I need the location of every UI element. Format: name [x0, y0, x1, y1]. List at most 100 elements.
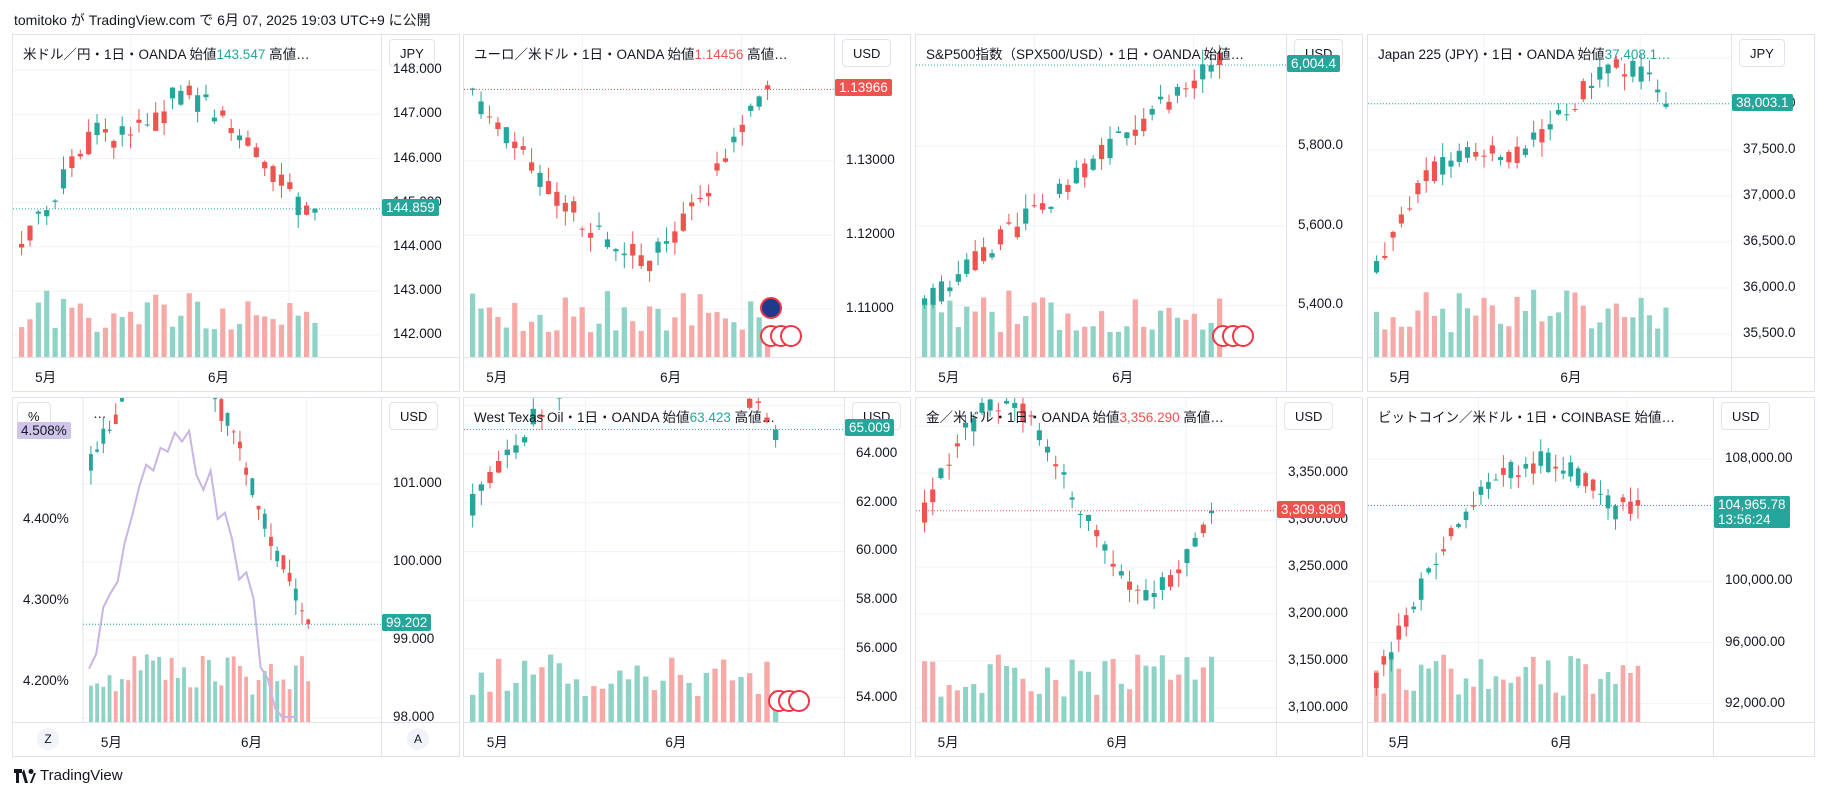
currency-unit-button[interactable]: JPY — [389, 39, 435, 67]
chart-plot-eurusd[interactable] — [464, 35, 834, 357]
chart-panel-eurusd[interactable]: ユーロ／米ドル・1日・OANDA 始値1.14456 高値… USD 1.13000… — [463, 34, 911, 392]
chart-title[interactable]: Japan 225 (JPY)・1日・OANDA 始値37,408.1… — [1378, 43, 1671, 63]
currency-unit-button[interactable]: USD — [1721, 402, 1771, 430]
volume-bar — [169, 326, 176, 357]
volume-bar — [225, 657, 230, 722]
chart-title[interactable]: 金／米ドル・1日・OANDA 始値3,356.290 高値… — [926, 406, 1224, 426]
candle — [987, 399, 993, 411]
open-value: 143.547 — [216, 47, 266, 62]
eu-flag-event-icon[interactable] — [760, 297, 782, 319]
us-flag-event-icon[interactable] — [780, 325, 802, 347]
candle — [478, 484, 485, 491]
candle — [1489, 145, 1495, 154]
price-axis[interactable] — [1276, 398, 1362, 756]
chart-panel-spx[interactable]: S&P500指数（SPX500/USD）・1日・OANDA 始値… USD 5,80… — [915, 34, 1363, 392]
candle — [169, 87, 176, 99]
candle — [613, 249, 619, 252]
chart-title[interactable]: S&P500指数（SPX500/USD）・1日・OANDA 始値… — [926, 43, 1244, 63]
candle — [136, 119, 142, 123]
auto-scale-right-button[interactable]: A — [407, 728, 429, 750]
price-axis[interactable] — [381, 35, 459, 391]
time-axis[interactable] — [916, 357, 1362, 391]
volume-bar — [1613, 303, 1619, 357]
volume-bar — [161, 304, 167, 357]
volume-bar — [60, 298, 67, 357]
candle — [638, 255, 644, 267]
volume-bar — [1508, 682, 1514, 722]
publish-info: tomitoko が TradingView.com で 6月 07, 2025… — [14, 12, 431, 28]
price-axis[interactable] — [834, 35, 910, 391]
chart-panel-usdjpy[interactable]: 米ドル／円・1日・OANDA 始値143.547 高値… JPY 148.000 14… — [12, 34, 460, 392]
candle — [262, 513, 267, 529]
candle — [1006, 222, 1012, 224]
chart-plot-spx[interactable] — [916, 35, 1286, 357]
volume-bar — [1200, 329, 1206, 357]
chart-plot-wti[interactable] — [464, 398, 844, 722]
time-axis[interactable] — [13, 357, 459, 391]
last-price-value: 144.859 — [386, 199, 435, 215]
price-axis[interactable] — [1286, 35, 1362, 391]
volume-bar — [1200, 667, 1206, 722]
time-axis[interactable] — [464, 722, 910, 756]
currency-unit-button[interactable]: USD — [389, 402, 439, 430]
us-flag-event-icon[interactable] — [788, 690, 810, 712]
tradingview-logo[interactable]: TradingView — [14, 767, 123, 784]
volume-bar — [19, 327, 25, 357]
chart-title[interactable]: West Texas Oil・1日・OANDA 始値63.423 高値… — [474, 406, 775, 426]
price-axis[interactable] — [1713, 398, 1814, 756]
chart-panel-jp225[interactable]: Japan 225 (JPY)・1日・OANDA 始値37,408.1… JPY 3… — [1367, 34, 1815, 392]
price-tick: 3,350.000 — [1288, 464, 1349, 480]
chart-plot-jp225[interactable] — [1368, 35, 1731, 357]
candle — [1463, 511, 1469, 521]
chart-plot-bond[interactable] — [13, 398, 381, 722]
candle — [1418, 578, 1424, 600]
volume-bar — [1522, 310, 1528, 357]
time-tick: 5月 — [1389, 370, 1411, 385]
time-axis[interactable] — [916, 722, 1362, 756]
chart-title[interactable]: ビットコイン／米ドル・1日・COINBASE 始値… — [1378, 406, 1675, 426]
currency-unit-button[interactable]: JPY — [1739, 39, 1785, 67]
chart-title[interactable]: ユーロ／米ドル・1日・OANDA 始値1.14456 高値… — [474, 43, 788, 63]
chart-plot-usdjpy[interactable] — [13, 35, 381, 357]
volume-bar — [689, 325, 695, 357]
volume-bar — [1143, 665, 1149, 722]
chart-title[interactable]: … — [93, 406, 107, 421]
us-flag-event-icon[interactable] — [1232, 325, 1254, 347]
chart-panel-bond[interactable]: … USD 101.000 100.000 99.000 98.000 99.202% 4.4… — [12, 397, 460, 757]
chart-plot-btc[interactable] — [1368, 398, 1713, 722]
chart-panel-gold[interactable]: 金／米ドル・1日・OANDA 始値3,356.290 高値… USD 3,350.0… — [915, 397, 1363, 757]
volume-bar — [306, 681, 311, 722]
volume-bar — [1031, 302, 1037, 357]
currency-unit-button[interactable]: USD — [842, 39, 892, 67]
time-axis[interactable] — [1368, 357, 1814, 391]
volume-bar — [1115, 331, 1122, 357]
candle — [604, 239, 611, 247]
volume-bar — [127, 311, 134, 357]
volume-bar — [1411, 690, 1417, 722]
time-axis[interactable] — [464, 357, 910, 391]
volume-bar — [1630, 317, 1636, 357]
auto-scale-left-button[interactable]: Z — [37, 728, 59, 750]
price-axis[interactable] — [381, 398, 459, 756]
volume-bar — [188, 687, 193, 722]
chart-panel-wti[interactable]: West Texas Oil・1日・OANDA 始値63.423 高値… USD 6… — [463, 397, 911, 757]
candle — [1004, 400, 1010, 404]
candle — [1090, 158, 1096, 170]
candle — [60, 169, 67, 189]
volume-bar — [120, 679, 124, 722]
volume-bar — [52, 327, 58, 357]
currency-unit-button[interactable]: USD — [1284, 402, 1334, 430]
volume-bar — [132, 656, 137, 722]
time-axis[interactable] — [13, 722, 459, 756]
chart-plot-gold[interactable] — [916, 398, 1276, 722]
candle — [964, 259, 970, 274]
volume-bar — [293, 665, 298, 722]
volume-bar — [175, 678, 180, 722]
chart-title[interactable]: 米ドル／円・1日・OANDA 始値143.547 高値… — [23, 43, 310, 63]
chart-panel-btc[interactable]: ビットコイン／米ドル・1日・COINBASE 始値… USD 108,000.00 1… — [1367, 397, 1815, 757]
price-axis[interactable] — [1731, 35, 1814, 391]
time-axis[interactable] — [1368, 722, 1814, 756]
candle — [1628, 501, 1633, 514]
candle — [621, 253, 627, 256]
price-axis[interactable] — [844, 398, 910, 756]
